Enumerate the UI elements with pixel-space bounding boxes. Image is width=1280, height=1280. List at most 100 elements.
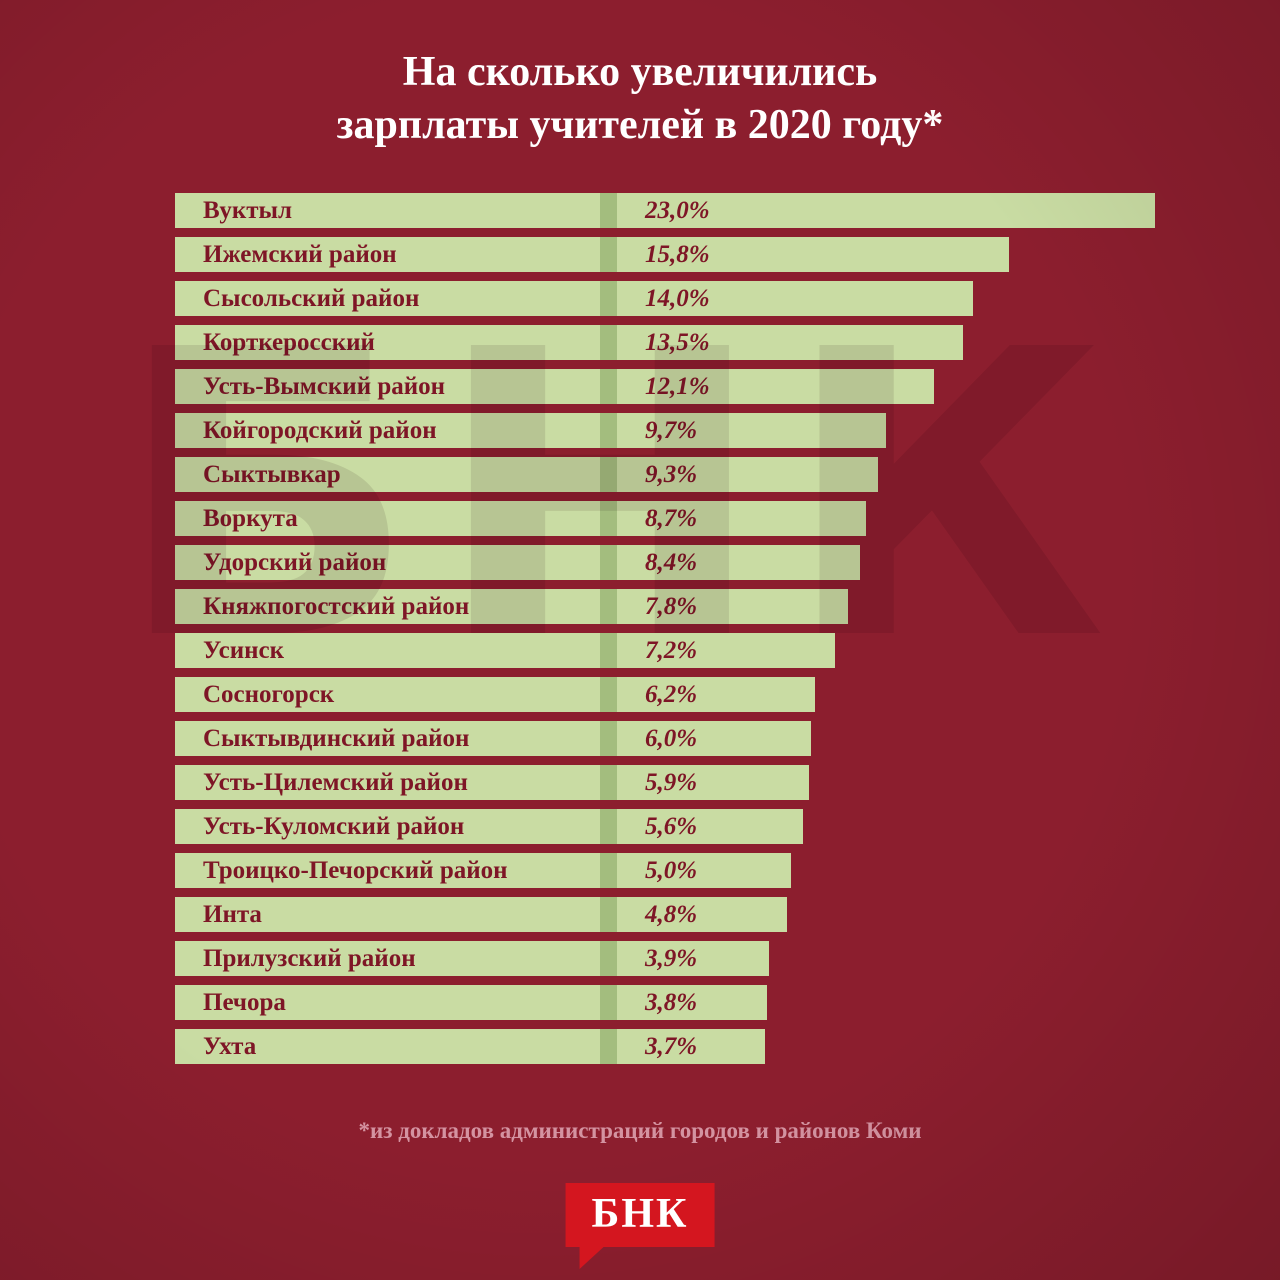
bar: 4,8% — [617, 897, 787, 932]
bar-row: Койгородский район 9,7% — [175, 413, 1155, 448]
bar-divider — [600, 809, 617, 844]
bar: 12,1% — [617, 369, 934, 404]
bar-value: 3,9% — [645, 944, 698, 972]
bar-label: Усть-Куломский район — [175, 809, 600, 844]
bar: 9,7% — [617, 413, 886, 448]
bar-row: Сосногорск 6,2% — [175, 677, 1155, 712]
bar-label: Вуктыл — [175, 193, 600, 228]
bar-row: Прилузский район 3,9% — [175, 941, 1155, 976]
bar-row: Княжпогостский район 7,8% — [175, 589, 1155, 624]
bar-value: 8,4% — [645, 548, 698, 576]
bar-divider — [600, 1029, 617, 1064]
bar-divider — [600, 325, 617, 360]
bar-row: Троицко-Печорский район 5,0% — [175, 853, 1155, 888]
bar-divider — [600, 545, 617, 580]
bar-label: Ухта — [175, 1029, 600, 1064]
bar-value: 7,8% — [645, 592, 698, 620]
bar-row: Усинск 7,2% — [175, 633, 1155, 668]
bar-value: 6,0% — [645, 724, 698, 752]
page-title: На сколько увеличились зарплаты учителей … — [0, 46, 1280, 151]
bar: 9,3% — [617, 457, 878, 492]
bar-value: 12,1% — [645, 372, 710, 400]
bar-label: Прилузский район — [175, 941, 600, 976]
bar-value: 7,2% — [645, 636, 698, 664]
bar-value: 3,7% — [645, 1032, 698, 1060]
bar-row: Усть-Куломский район 5,6% — [175, 809, 1155, 844]
bar-divider — [600, 457, 617, 492]
bar-divider — [600, 633, 617, 668]
bar-value: 3,8% — [645, 988, 698, 1016]
bar-divider — [600, 589, 617, 624]
bar-label: Усинск — [175, 633, 600, 668]
page-title-line1: На сколько увеличились — [402, 49, 878, 95]
bar-row: Удорский район 8,4% — [175, 545, 1155, 580]
bar-label: Койгородский район — [175, 413, 600, 448]
bar-row: Корткеросский 13,5% — [175, 325, 1155, 360]
bar: 8,7% — [617, 501, 866, 536]
bar-divider — [600, 237, 617, 272]
bar-divider — [600, 985, 617, 1020]
bar-row: Ухта 3,7% — [175, 1029, 1155, 1064]
bar: 14,0% — [617, 281, 973, 316]
bar-label: Сыктывдинский район — [175, 721, 600, 756]
bar-row: Печора 3,8% — [175, 985, 1155, 1020]
bar-value: 4,8% — [645, 900, 698, 928]
bar-divider — [600, 281, 617, 316]
bar-row: Усть-Цилемский район 5,9% — [175, 765, 1155, 800]
bar-row: Сыктывкар 9,3% — [175, 457, 1155, 492]
bar-value: 5,9% — [645, 768, 698, 796]
bar-divider — [600, 941, 617, 976]
bar-row: Вуктыл 23,0% — [175, 193, 1155, 228]
bar-label: Инта — [175, 897, 600, 932]
bar-label: Сыктывкар — [175, 457, 600, 492]
bar-row: Сысольский район 14,0% — [175, 281, 1155, 316]
bar: 3,9% — [617, 941, 769, 976]
bar: 15,8% — [617, 237, 1009, 272]
bar-value: 9,7% — [645, 416, 698, 444]
bar: 7,2% — [617, 633, 835, 668]
bar: 7,8% — [617, 589, 848, 624]
bnk-logo: БНК — [565, 1183, 715, 1269]
bar-label: Троицко-Печорский район — [175, 853, 600, 888]
bar-label: Воркута — [175, 501, 600, 536]
bar: 5,6% — [617, 809, 803, 844]
bar-label: Корткеросский — [175, 325, 600, 360]
bar-row: Воркута 8,7% — [175, 501, 1155, 536]
bar-label: Княжпогостский район — [175, 589, 600, 624]
bar-label: Сосногорск — [175, 677, 600, 712]
bar-label: Ижемский район — [175, 237, 600, 272]
bar: 13,5% — [617, 325, 963, 360]
bar-chart: Вуктыл 23,0% Ижемский район 15,8% Сысольский… — [175, 193, 1155, 1073]
bar-label: Сысольский район — [175, 281, 600, 316]
bar: 23,0% — [617, 193, 1155, 228]
bar-divider — [600, 413, 617, 448]
bar-divider — [600, 721, 617, 756]
bar-divider — [600, 501, 617, 536]
bar: 6,2% — [617, 677, 815, 712]
bar-divider — [600, 677, 617, 712]
bar-value: 15,8% — [645, 240, 710, 268]
source-note: *из докладов администраций городов и рай… — [358, 1118, 922, 1143]
bar-row: Сыктывдинский район 6,0% — [175, 721, 1155, 756]
bar: 3,7% — [617, 1029, 765, 1064]
bar: 5,9% — [617, 765, 809, 800]
bar-value: 8,7% — [645, 504, 698, 532]
bar: 3,8% — [617, 985, 767, 1020]
bar-divider — [600, 853, 617, 888]
bar: 5,0% — [617, 853, 791, 888]
bar-value: 5,0% — [645, 856, 698, 884]
bar-divider — [600, 369, 617, 404]
bnk-logo-text: БНК — [565, 1183, 715, 1247]
bar-row: Ижемский район 15,8% — [175, 237, 1155, 272]
bar-divider — [600, 193, 617, 228]
bar-label: Удорский район — [175, 545, 600, 580]
bar-value: 23,0% — [645, 196, 710, 224]
bar-value: 14,0% — [645, 284, 710, 312]
bar-value: 5,6% — [645, 812, 698, 840]
bar-value: 6,2% — [645, 680, 698, 708]
bar-label: Усть-Вымский район — [175, 369, 600, 404]
bar: 6,0% — [617, 721, 811, 756]
bar-divider — [600, 765, 617, 800]
bar-row: Инта 4,8% — [175, 897, 1155, 932]
bar-value: 9,3% — [645, 460, 698, 488]
